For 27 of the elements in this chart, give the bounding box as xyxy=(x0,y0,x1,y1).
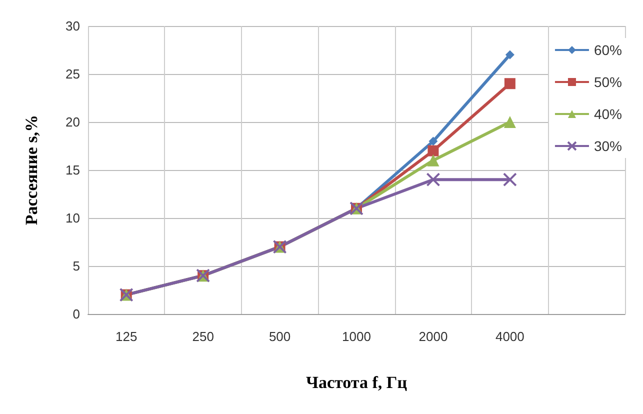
x-tick-label: 2000 xyxy=(418,329,448,344)
point xyxy=(428,136,438,146)
legend-label: 30% xyxy=(594,138,622,154)
point xyxy=(426,172,440,187)
y-tick-label: 0 xyxy=(72,306,80,322)
legend-label: 50% xyxy=(594,74,622,90)
legend-label: 40% xyxy=(594,106,622,122)
point xyxy=(427,154,440,166)
legend-label: 60% xyxy=(594,42,622,58)
y-tick-label: 30 xyxy=(66,18,80,34)
point xyxy=(502,172,517,187)
y-tick-label: 15 xyxy=(66,162,80,178)
y-tick-label: 20 xyxy=(66,114,80,130)
y-tick-label: 25 xyxy=(66,66,80,82)
x-tick-label: 1000 xyxy=(342,329,371,344)
x-tick-label: 4000 xyxy=(495,329,524,344)
x-tick-label: 125 xyxy=(116,329,138,344)
point xyxy=(428,145,439,156)
point xyxy=(504,78,516,90)
point xyxy=(504,116,516,128)
x-tick-label: 250 xyxy=(192,329,214,344)
point xyxy=(505,50,514,60)
x-axis-title: Частота f, Гц xyxy=(306,373,408,392)
y-tick-label: 5 xyxy=(72,258,80,274)
y-tick-label: 10 xyxy=(66,210,80,226)
y-axis-title: Рассеяние s,% xyxy=(22,114,41,226)
x-tick-label: 500 xyxy=(268,329,291,344)
